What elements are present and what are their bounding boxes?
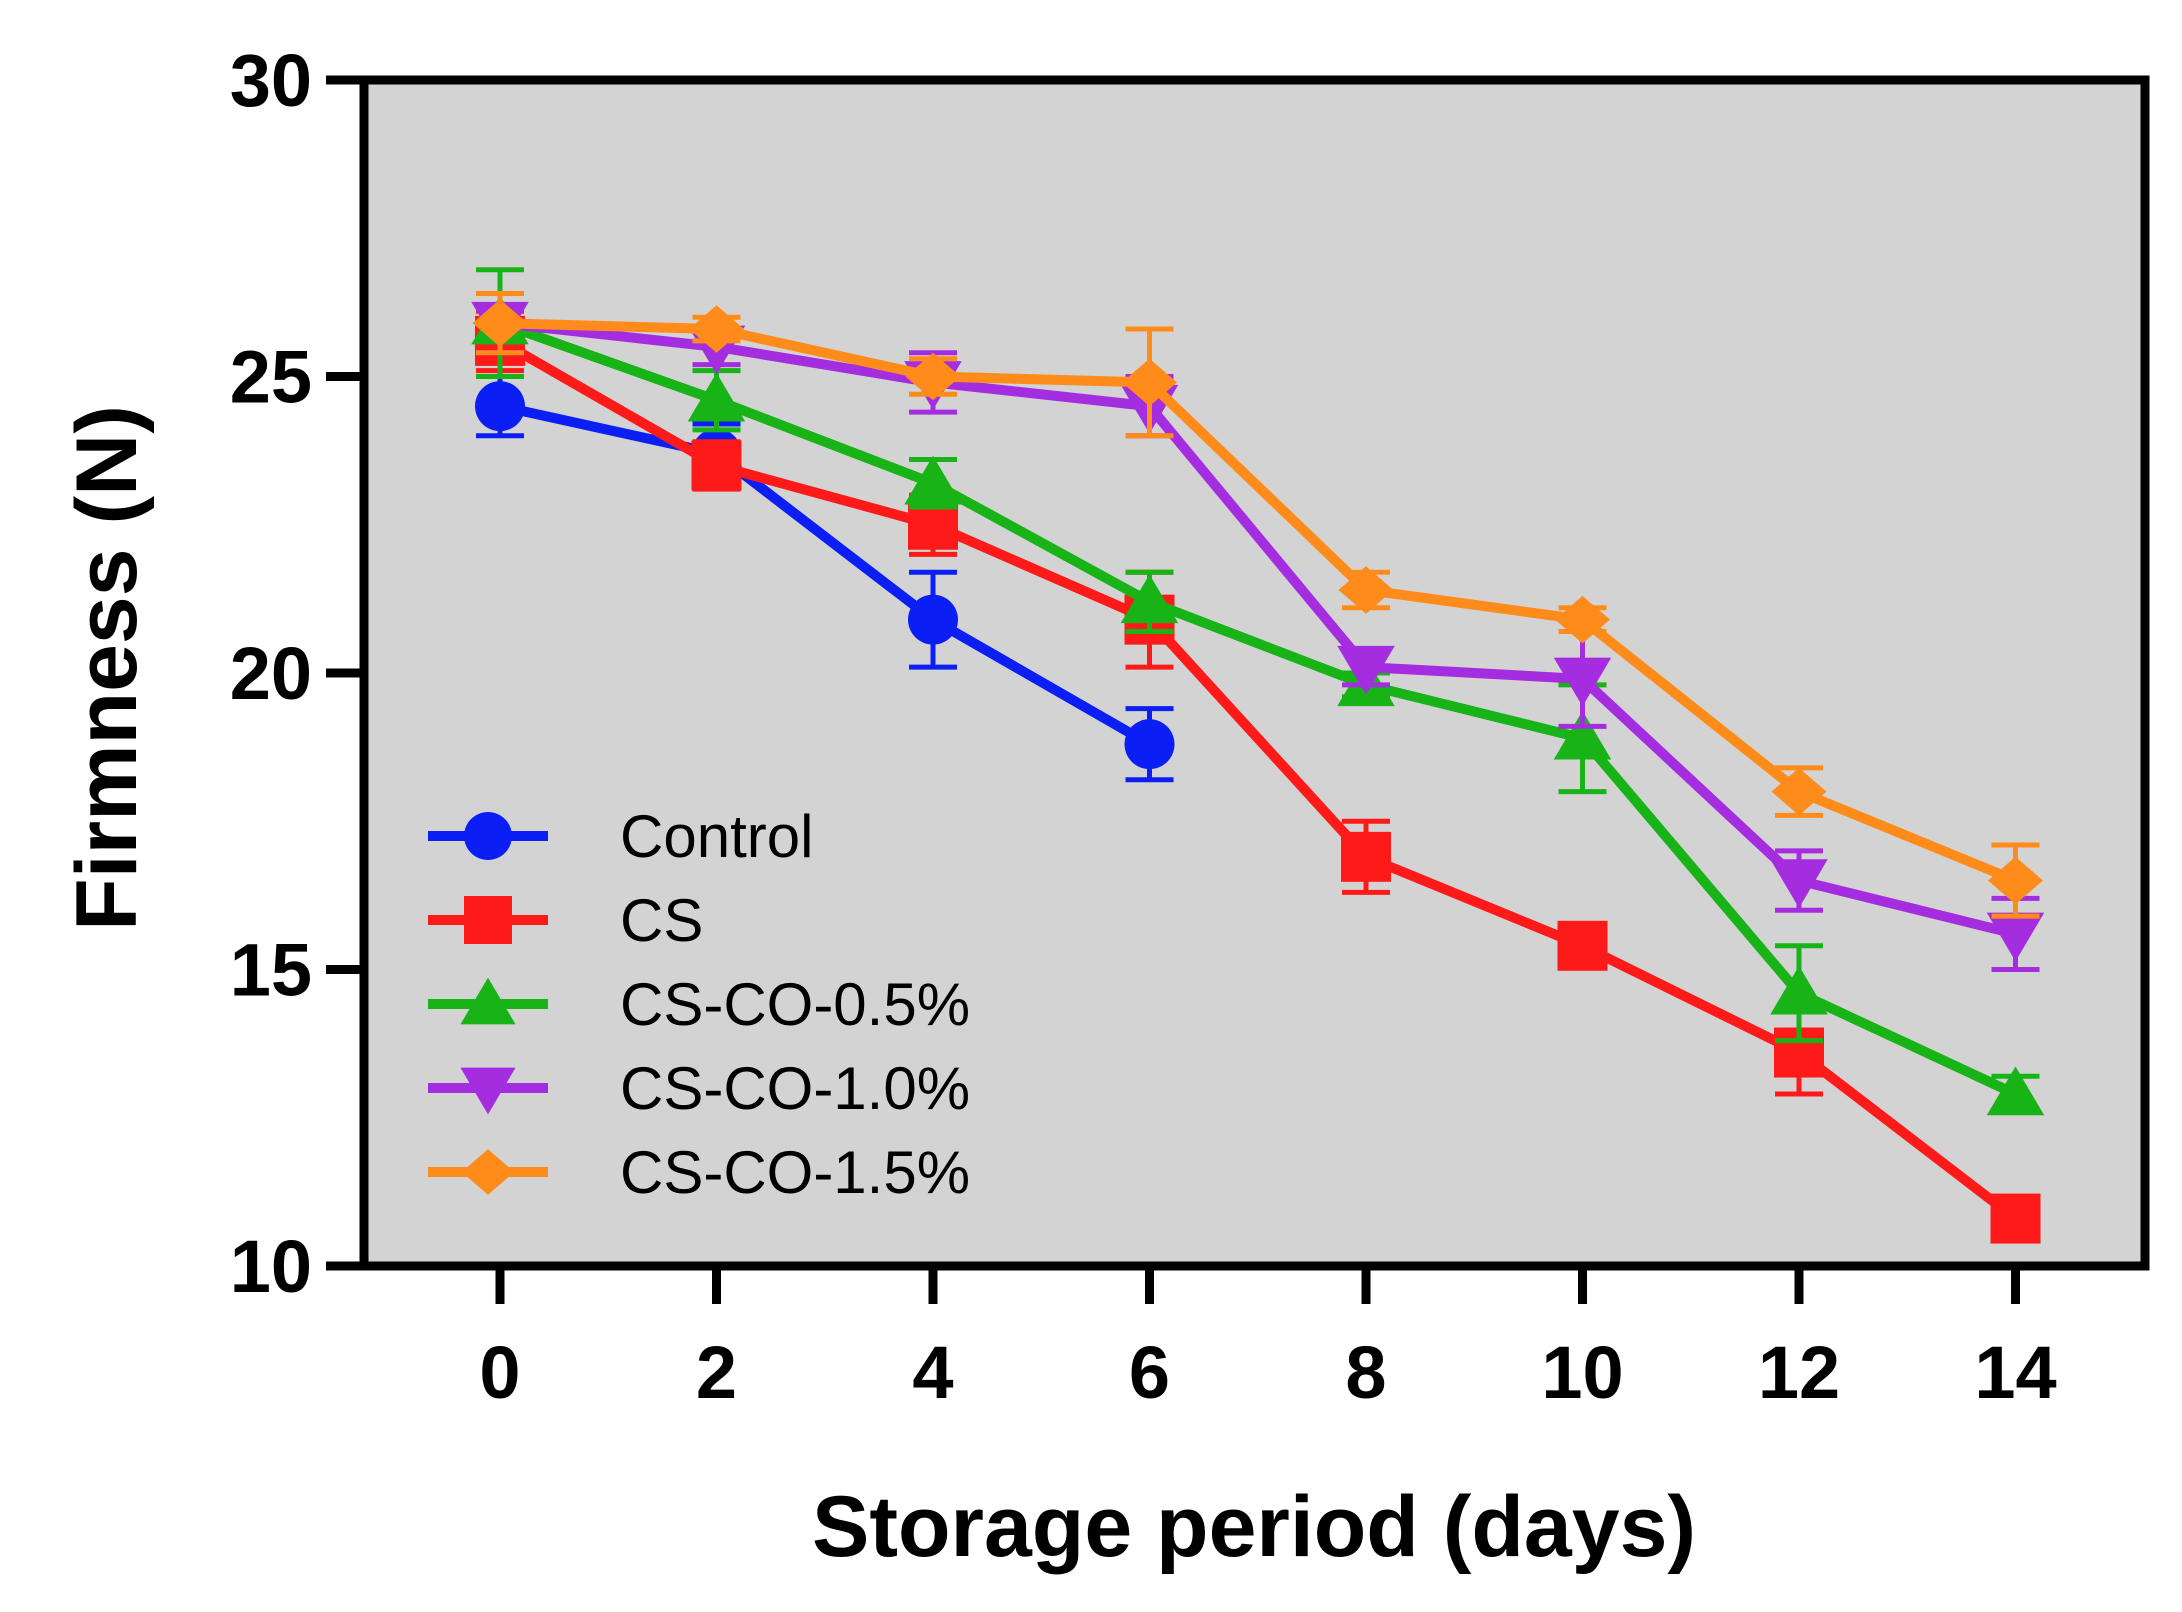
legend-marker (460, 977, 516, 1025)
legend-label: CS-CO-1.0% (620, 1055, 970, 1122)
legend-marker (464, 896, 512, 944)
legend-label: CS-CO-0.5% (620, 971, 970, 1038)
legend-item: Control (428, 803, 813, 870)
x-tick-label: 10 (1541, 1331, 1623, 1414)
legend-item: CS-CO-1.5% (428, 1139, 970, 1206)
data-point (905, 352, 961, 401)
data-point (1986, 1066, 2045, 1116)
x-axis-title: Storage period (days) (812, 1479, 1696, 1575)
x-tick-label: 12 (1758, 1331, 1840, 1414)
data-point (1770, 859, 1828, 909)
x-tick-label: 4 (912, 1331, 953, 1414)
legend-marker (461, 1149, 515, 1195)
legend-label: CS (620, 887, 703, 954)
x-tick-label: 2 (696, 1331, 737, 1414)
data-point (1337, 645, 1395, 695)
data-point (908, 594, 958, 645)
data-point (1120, 574, 1179, 624)
x-tick-label: 6 (1129, 1331, 1170, 1414)
legend-marker (464, 812, 512, 860)
y-tick-label: 10 (230, 1225, 312, 1308)
data-point (689, 305, 744, 353)
x-tick-label: 0 (479, 1331, 520, 1414)
data-point (1771, 767, 1827, 816)
data-point (1990, 1193, 2041, 1244)
data-point (1555, 595, 1610, 644)
legend-label: Control (620, 803, 813, 870)
data-point (1770, 965, 1828, 1015)
y-tick-label: 30 (230, 39, 312, 122)
y-axis: 10 15 20 25 30 (230, 39, 364, 1308)
data-point (472, 299, 528, 347)
series-line (499, 318, 2018, 886)
legend-marker (460, 1067, 516, 1115)
legend-label: CS-CO-1.5% (620, 1139, 970, 1206)
series-cs-co-0-5- (471, 267, 2045, 1116)
series-line (498, 318, 2018, 1099)
data-point (1122, 358, 1177, 407)
legend-item: CS (428, 887, 703, 954)
data-point (904, 455, 962, 505)
series-line (499, 318, 2017, 939)
data-point (1341, 831, 1391, 882)
data-point (1124, 719, 1175, 770)
data-point (1553, 710, 1612, 760)
legend-item: CS-CO-0.5% (428, 971, 970, 1038)
y-tick-label: 25 (230, 336, 312, 419)
data-point (691, 440, 742, 491)
series-cs-co-1-5- (472, 290, 2043, 919)
data-point (1988, 856, 2043, 905)
x-tick-label: 14 (1974, 1331, 2056, 1414)
series-line (497, 336, 2019, 1223)
x-tick-label: 8 (1345, 1331, 1386, 1414)
legend-item: CS-CO-1.0% (428, 1055, 970, 1122)
data-point (1553, 657, 1612, 707)
data-point (1338, 566, 1394, 614)
plot-background (364, 80, 2145, 1266)
data-point (687, 372, 746, 422)
data-point (475, 381, 525, 432)
x-axis: 0 2 4 6 8 10 12 14 (479, 1266, 2057, 1414)
data-point (1986, 912, 2045, 962)
y-axis-title: Firmness (N) (59, 405, 155, 931)
y-tick-label: 20 (230, 632, 312, 715)
legend: Control CS CS-CO-0.5% CS-CO-1.0% CS-CO-1.5% (428, 803, 970, 1206)
plot-layer (471, 267, 2045, 1244)
series-line (498, 401, 1152, 749)
y-tick-label: 15 (230, 929, 312, 1012)
data-point (1557, 920, 1608, 971)
